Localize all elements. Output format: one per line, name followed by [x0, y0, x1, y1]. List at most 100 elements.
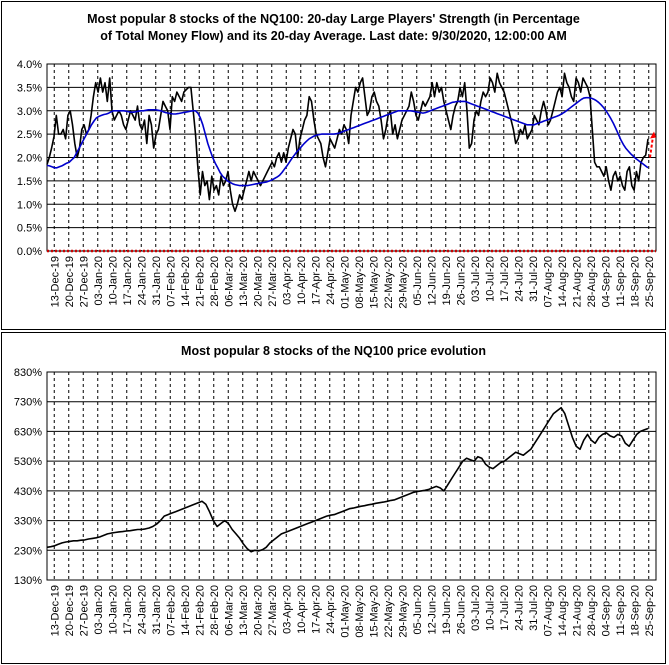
strength-chart-panel: Most popular 8 stocks of the NQ100: 20-d… — [1, 1, 666, 330]
price-x-tick-label: 20-Dec-19 — [64, 585, 76, 636]
price-y-tick-label: 330% — [14, 516, 42, 528]
price-y-tick-label: 730% — [14, 397, 42, 409]
strength-x-tick-label: 05-Jun-20 — [412, 256, 424, 306]
price-x-tick-label: 21-Aug-20 — [571, 585, 583, 636]
strength-x-tick-label: 26-Jun-20 — [455, 256, 467, 306]
price-x-tick-label: 25-Sep-20 — [644, 585, 656, 636]
price-x-tick-label: 10-Jan-20 — [107, 585, 119, 635]
strength-x-tick-label: 21-Feb-20 — [194, 256, 206, 307]
strength-x-tick-label: 28-Aug-20 — [586, 256, 598, 307]
strength-y-tick-label: 2.5% — [17, 129, 42, 141]
price-y-tick-label: 430% — [14, 486, 42, 498]
strength-x-tick-label: 27-Dec-19 — [78, 256, 90, 307]
price-x-tick-label: 04-Sep-20 — [600, 585, 612, 636]
price-x-tick-label: 21-Feb-20 — [194, 585, 206, 636]
strength-x-tick-label: 27-Mar-20 — [267, 256, 279, 307]
strength-y-tick-label: 1.5% — [17, 176, 42, 188]
price-x-tick-label: 19-Jun-20 — [441, 585, 453, 635]
strength-x-tick-label: 14-Aug-20 — [557, 256, 569, 307]
price-x-tick-label: 05-Jun-20 — [412, 585, 424, 635]
strength-signal-arrow — [649, 136, 654, 158]
strength-x-tick-label: 20-Dec-19 — [64, 256, 76, 307]
strength-x-tick-label: 01-May-20 — [339, 256, 351, 309]
price-x-tick-label: 12-Jun-20 — [426, 585, 438, 635]
price-x-tick-label: 27-Mar-20 — [267, 585, 279, 636]
strength-chart-title-line2: of Total Money Flow) and its 20-day Aver… — [100, 29, 567, 43]
price-x-tick-label: 20-Mar-20 — [252, 585, 264, 636]
strength-x-tick-label: 17-Jan-20 — [122, 256, 134, 306]
price-x-tick-label: 03-Jan-20 — [93, 585, 105, 635]
price-x-tick-label: 15-May-20 — [368, 585, 380, 638]
price-y-tick-label: 830% — [14, 367, 42, 379]
strength-chart-plot: 4.0% 3.5% 3.0% 2.5% 2.0% 1.5% 1.0% 0.5% 0.0% 13-D… — [17, 59, 657, 309]
price-x-tick-label: 24-Jul-20 — [513, 585, 525, 631]
strength-x-tick-label: 04-Sep-20 — [600, 256, 612, 307]
strength-x-tick-label: 28-Feb-20 — [209, 256, 221, 307]
price-chart-panel: Most popular 8 stocks of the NQ100 price… — [1, 332, 666, 664]
strength-x-tick-label: 22-May-20 — [383, 256, 395, 309]
strength-y-tick-label: 3.5% — [17, 82, 42, 94]
strength-y-tick-label: 0.5% — [17, 223, 42, 235]
price-y-tick-label: 630% — [14, 426, 42, 438]
strength-y-tick-label: 4.0% — [17, 59, 42, 71]
price-x-tick-label: 31-Jul-20 — [528, 585, 540, 631]
strength-y-tick-label: 0.0% — [17, 246, 42, 258]
price-x-tick-label: 27-Dec-19 — [78, 585, 90, 636]
strength-y-tick-label: 2.0% — [17, 153, 42, 165]
strength-chart-title-line1: Most popular 8 stocks of the NQ100: 20-d… — [87, 12, 580, 26]
price-chart-title: Most popular 8 stocks of the NQ100 price… — [181, 344, 486, 358]
price-x-tick-label: 10-Apr-20 — [296, 585, 308, 634]
strength-x-tick-label: 31-Jul-20 — [528, 256, 540, 302]
strength-x-tick-label: 24-Jul-20 — [513, 256, 525, 302]
strength-x-tick-label: 18-Sep-20 — [629, 256, 641, 307]
price-x-tick-label: 14-Aug-20 — [557, 585, 569, 636]
strength-x-tick-label: 11-Sep-20 — [615, 256, 627, 307]
strength-x-tick-label: 14-Feb-20 — [180, 256, 192, 307]
strength-x-tick-label: 24-Apr-20 — [325, 256, 337, 305]
price-y-tick-label: 230% — [14, 545, 42, 557]
strength-signal-arrow-head — [650, 131, 656, 139]
price-x-tick-label: 28-Aug-20 — [586, 585, 598, 636]
strength-x-tick-label: 03-Apr-20 — [281, 256, 293, 305]
strength-x-tick-label: 10-Jul-20 — [484, 256, 496, 302]
strength-series-1-line — [46, 96, 649, 187]
strength-y-tick-label: 1.0% — [17, 199, 42, 211]
strength-x-tick-label: 13-Dec-19 — [49, 256, 61, 307]
price-x-tick-label: 01-May-20 — [339, 585, 351, 638]
strength-x-tick-label: 20-Mar-20 — [252, 256, 264, 307]
price-x-tick-label: 06-Mar-20 — [223, 585, 235, 636]
price-x-tick-label: 11-Sep-20 — [615, 585, 627, 636]
strength-x-tick-label: 10-Apr-20 — [296, 256, 308, 305]
strength-x-tick-label: 15-May-20 — [368, 256, 380, 309]
strength-x-tick-label: 12-Jun-20 — [426, 256, 438, 306]
price-y-tick-label: 130% — [14, 575, 42, 587]
strength-x-tick-label: 06-Mar-20 — [223, 256, 235, 307]
price-x-tick-label: 29-May-20 — [397, 585, 409, 638]
strength-x-tick-label: 17-Apr-20 — [310, 256, 322, 305]
price-chart-plot: 830% 730% 630% 530% 430% 330% 230% 130% 13-Dec-1… — [14, 367, 657, 638]
price-x-tick-label: 18-Sep-20 — [629, 585, 641, 636]
price-x-tick-label: 10-Jul-20 — [484, 585, 496, 631]
strength-x-tick-label: 03-Jul-20 — [470, 256, 482, 302]
price-x-tick-label: 03-Apr-20 — [281, 585, 293, 634]
price-x-tick-label: 13-Dec-19 — [49, 585, 61, 636]
strength-x-tick-label: 08-May-20 — [354, 256, 366, 309]
price-x-tick-label: 17-Jul-20 — [499, 585, 511, 631]
price-x-tick-label: 13-Mar-20 — [238, 585, 250, 636]
strength-x-tick-label: 17-Jul-20 — [499, 256, 511, 302]
strength-x-tick-label: 07-Feb-20 — [165, 256, 177, 307]
strength-x-tick-label: 31-Jan-20 — [151, 256, 163, 306]
strength-x-tick-label: 07-Aug-20 — [542, 256, 554, 307]
price-x-tick-label: 24-Apr-20 — [325, 585, 337, 634]
price-x-tick-label: 14-Feb-20 — [180, 585, 192, 636]
price-x-tick-label: 08-May-20 — [354, 585, 366, 638]
price-x-tick-label: 03-Jul-20 — [470, 585, 482, 631]
price-x-tick-label: 07-Feb-20 — [165, 585, 177, 636]
price-x-tick-label: 17-Apr-20 — [310, 585, 322, 634]
strength-x-tick-label: 03-Jan-20 — [93, 256, 105, 306]
strength-x-tick-label: 10-Jan-20 — [107, 256, 119, 306]
strength-x-tick-label: 24-Jan-20 — [136, 256, 148, 306]
price-plot-area — [46, 371, 657, 581]
price-y-tick-label: 530% — [14, 456, 42, 468]
price-x-tick-label: 24-Jan-20 — [136, 585, 148, 635]
